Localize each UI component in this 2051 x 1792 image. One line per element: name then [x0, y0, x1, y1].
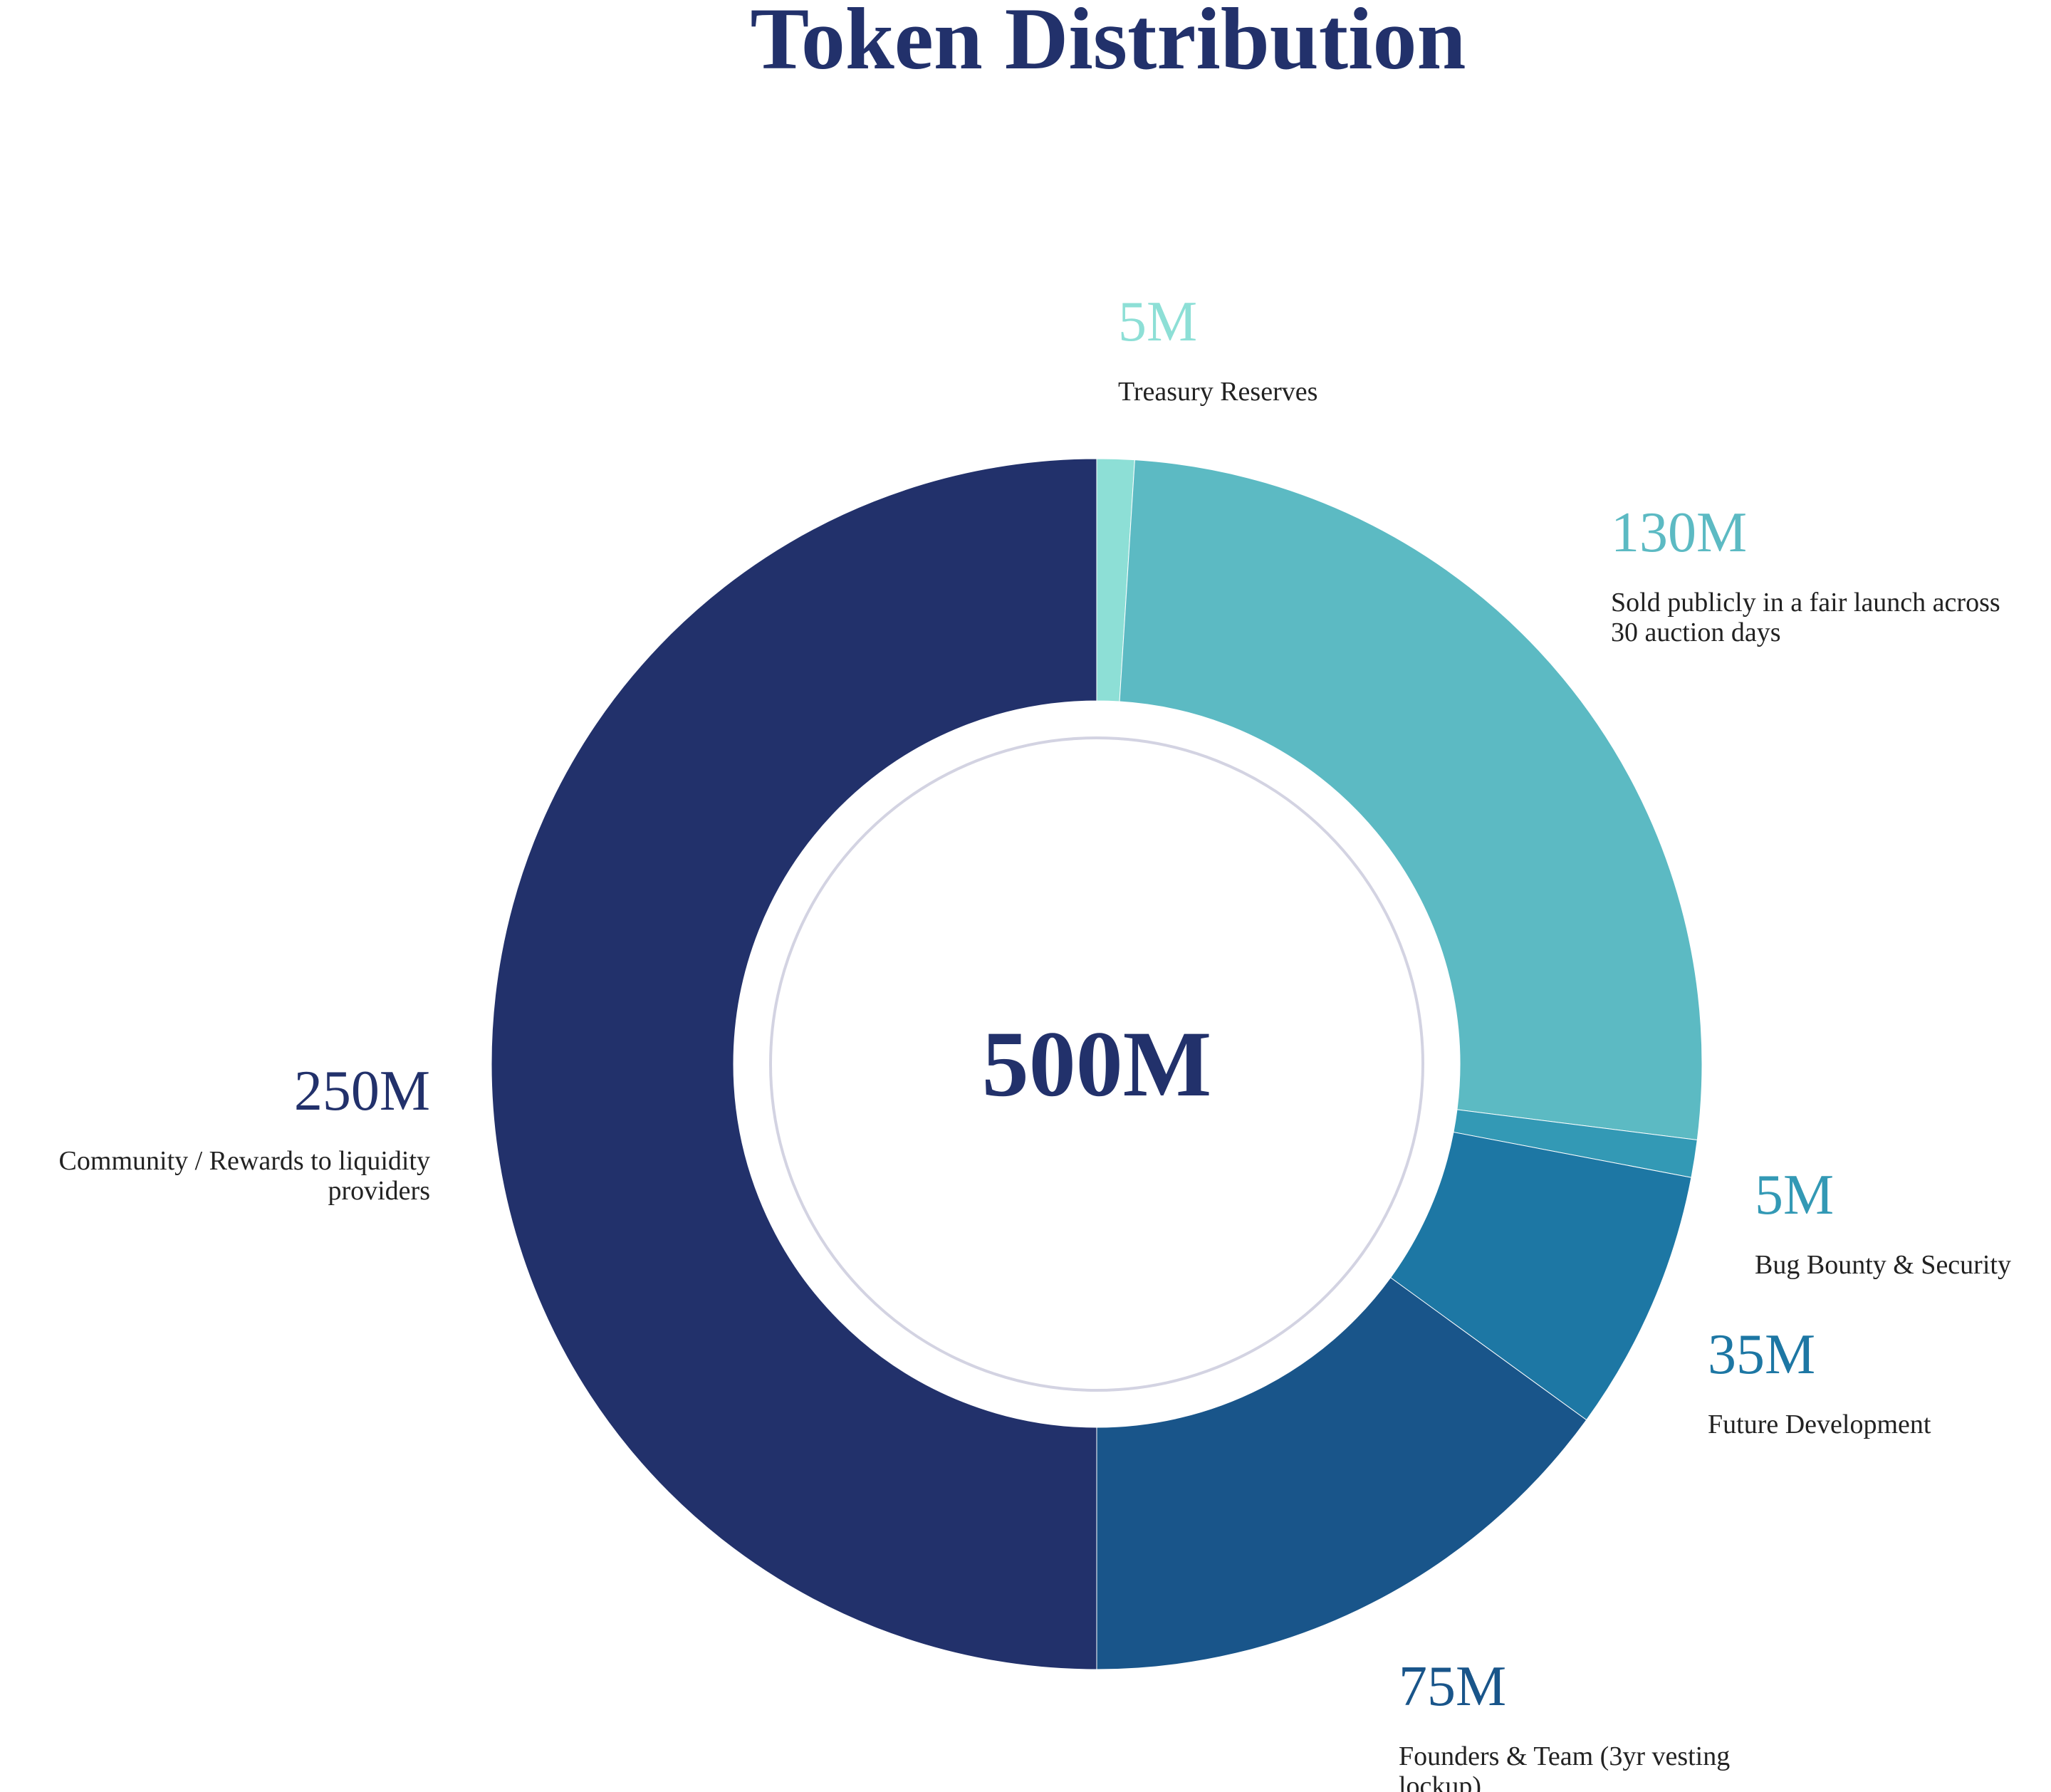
slice-description: Future Development — [1708, 1410, 1931, 1439]
slice-labels: 5M Treasury Reserves 130M Sold publicly in … — [59, 291, 2011, 1792]
slice-description: Treasury Reserves — [1118, 377, 1317, 407]
slice-label-group: 5M Treasury Reserves — [1118, 291, 1317, 407]
slice-label-group: 5M Bug Bounty & Security — [1755, 1164, 2011, 1280]
slice-value-label: 75M — [1399, 1655, 1506, 1718]
donut-slices — [491, 458, 1703, 1670]
donut-slice — [491, 458, 1097, 1670]
donut-slice — [1119, 459, 1703, 1141]
slice-value-label: 35M — [1708, 1323, 1815, 1386]
inner-ring — [769, 736, 1424, 1392]
slice-description: Bug Bounty & Security — [1755, 1250, 2011, 1280]
slice-description: 30 auction days — [1611, 618, 1781, 647]
slice-description: Founders & Team (3yr vesting — [1399, 1741, 1730, 1771]
slice-value-label: 5M — [1118, 291, 1197, 353]
slice-value-label: 5M — [1755, 1164, 1834, 1226]
slice-value-label: 250M — [294, 1060, 430, 1122]
slice-description: Community / Rewards to liquidity — [59, 1146, 430, 1176]
chart-title: Token Distribution — [751, 0, 1466, 88]
slice-label-group: 35M Future Development — [1708, 1323, 1931, 1439]
slice-label-group: 130M Sold publicly in a fair launch acros… — [1611, 501, 2000, 647]
slice-label-group: 250M Community / Rewards to liquidityprov… — [59, 1060, 430, 1206]
slice-description: Sold publicly in a fair launch across — [1611, 588, 2000, 618]
slice-value-label: 130M — [1611, 501, 1747, 564]
slice-description: providers — [328, 1176, 430, 1206]
center-total-label: 500M — [982, 1011, 1212, 1116]
donut-slice — [1096, 1277, 1587, 1670]
slice-description: lockup) — [1399, 1771, 1481, 1792]
